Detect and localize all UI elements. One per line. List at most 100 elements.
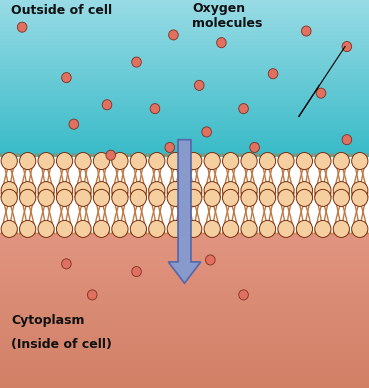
Bar — [0, 114, 369, 116]
Bar — [0, 81, 369, 83]
Circle shape — [241, 152, 257, 170]
Bar — [0, 118, 369, 120]
Circle shape — [186, 220, 202, 237]
Circle shape — [149, 182, 165, 199]
Bar — [0, 236, 369, 238]
Circle shape — [75, 182, 91, 199]
Bar — [0, 303, 369, 305]
Bar — [0, 12, 369, 14]
Bar — [0, 323, 369, 326]
Circle shape — [132, 267, 141, 277]
Bar — [0, 272, 369, 274]
Circle shape — [62, 73, 71, 83]
Circle shape — [167, 152, 183, 170]
Bar — [0, 362, 369, 365]
Bar — [0, 264, 369, 267]
Circle shape — [167, 220, 183, 237]
Circle shape — [149, 189, 165, 206]
Circle shape — [20, 182, 36, 199]
Bar — [0, 370, 369, 372]
Bar — [0, 16, 369, 18]
Circle shape — [1, 182, 17, 199]
Bar — [0, 35, 369, 37]
Bar — [0, 341, 369, 344]
Bar — [0, 88, 369, 90]
Circle shape — [333, 220, 349, 237]
Bar — [0, 251, 369, 253]
Bar — [0, 153, 369, 155]
Bar — [0, 132, 369, 133]
Circle shape — [130, 220, 146, 237]
Circle shape — [112, 182, 128, 199]
Circle shape — [352, 182, 368, 199]
Bar — [0, 233, 369, 236]
Bar — [0, 10, 369, 12]
Bar — [0, 126, 369, 128]
Bar — [0, 37, 369, 39]
Bar — [0, 74, 369, 76]
Bar — [0, 110, 369, 112]
Circle shape — [169, 30, 178, 40]
Bar — [0, 336, 369, 339]
Bar — [0, 155, 369, 157]
Bar — [0, 282, 369, 284]
Circle shape — [112, 220, 128, 237]
Bar — [0, 92, 369, 94]
Bar — [0, 53, 369, 55]
Circle shape — [204, 189, 220, 206]
Bar — [0, 4, 369, 6]
Bar — [0, 61, 369, 63]
Circle shape — [149, 220, 165, 237]
Bar — [0, 43, 369, 45]
Circle shape — [278, 189, 294, 206]
Circle shape — [342, 42, 352, 52]
Circle shape — [75, 152, 91, 170]
Bar — [0, 135, 369, 137]
Circle shape — [1, 220, 17, 237]
Bar — [0, 98, 369, 100]
Bar — [0, 39, 369, 41]
Bar — [0, 73, 369, 74]
Bar — [0, 76, 369, 78]
Bar — [0, 108, 369, 110]
Circle shape — [93, 182, 110, 199]
Circle shape — [149, 152, 165, 170]
Circle shape — [342, 135, 352, 145]
Circle shape — [112, 152, 128, 170]
Circle shape — [204, 152, 220, 170]
Circle shape — [333, 152, 349, 170]
Circle shape — [333, 189, 349, 206]
Bar — [0, 313, 369, 315]
Bar — [0, 295, 369, 298]
Bar — [0, 104, 369, 106]
Circle shape — [186, 189, 202, 206]
Bar — [0, 100, 369, 102]
Circle shape — [20, 189, 36, 206]
Bar — [0, 357, 369, 360]
Circle shape — [204, 182, 220, 199]
Circle shape — [20, 152, 36, 170]
Bar — [0, 90, 369, 92]
Bar — [0, 31, 369, 33]
Circle shape — [1, 189, 17, 206]
Circle shape — [315, 189, 331, 206]
Circle shape — [241, 182, 257, 199]
Circle shape — [186, 182, 202, 199]
Bar — [0, 267, 369, 269]
Circle shape — [259, 182, 276, 199]
Circle shape — [315, 182, 331, 199]
Bar — [0, 298, 369, 300]
Circle shape — [167, 189, 183, 206]
Bar — [0, 151, 369, 153]
Bar — [0, 116, 369, 118]
Circle shape — [194, 80, 204, 90]
Bar — [0, 318, 369, 321]
Circle shape — [202, 127, 211, 137]
Circle shape — [106, 150, 115, 160]
Circle shape — [20, 220, 36, 237]
Bar — [0, 147, 369, 149]
Circle shape — [278, 152, 294, 170]
Circle shape — [268, 69, 278, 79]
Bar — [0, 24, 369, 26]
Bar — [0, 142, 369, 144]
